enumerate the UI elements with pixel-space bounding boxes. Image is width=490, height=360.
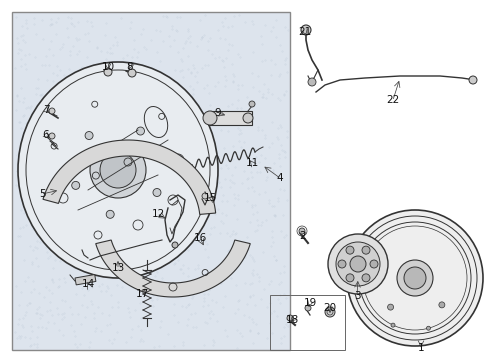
Circle shape: [346, 246, 354, 254]
Circle shape: [106, 210, 114, 218]
Polygon shape: [96, 240, 250, 297]
Text: 4: 4: [277, 173, 283, 183]
Circle shape: [376, 262, 382, 268]
Circle shape: [90, 142, 146, 198]
Circle shape: [203, 111, 217, 125]
Circle shape: [243, 113, 253, 123]
Circle shape: [469, 76, 477, 84]
Circle shape: [49, 108, 55, 114]
Text: 9: 9: [215, 108, 221, 118]
Text: 20: 20: [323, 303, 337, 313]
Circle shape: [85, 131, 93, 140]
Circle shape: [346, 274, 354, 282]
Circle shape: [287, 315, 293, 321]
Circle shape: [72, 181, 80, 189]
Circle shape: [249, 101, 255, 107]
Text: 1: 1: [417, 343, 424, 353]
Circle shape: [426, 326, 430, 330]
Circle shape: [404, 267, 426, 289]
Circle shape: [336, 242, 380, 286]
Text: 15: 15: [203, 193, 217, 203]
Circle shape: [328, 234, 388, 294]
Bar: [208, 111, 252, 125]
Bar: [75, 275, 96, 285]
Circle shape: [308, 78, 316, 86]
Circle shape: [388, 304, 393, 310]
Circle shape: [370, 260, 378, 268]
Circle shape: [350, 256, 366, 272]
Text: 18: 18: [285, 315, 298, 325]
Circle shape: [362, 274, 370, 282]
Text: 2: 2: [300, 231, 306, 241]
Circle shape: [100, 152, 136, 188]
Text: 21: 21: [298, 27, 312, 37]
Text: 22: 22: [387, 95, 400, 105]
Circle shape: [439, 302, 445, 308]
Text: 8: 8: [127, 62, 133, 72]
Text: 16: 16: [194, 233, 207, 243]
Circle shape: [299, 228, 305, 234]
Text: 13: 13: [111, 263, 124, 273]
Circle shape: [391, 323, 395, 327]
Circle shape: [305, 305, 311, 311]
Circle shape: [347, 210, 483, 346]
FancyBboxPatch shape: [12, 12, 290, 350]
Circle shape: [137, 127, 145, 135]
Text: 12: 12: [151, 209, 165, 219]
Circle shape: [301, 25, 311, 35]
Text: 7: 7: [43, 105, 49, 115]
Circle shape: [362, 246, 370, 254]
Circle shape: [202, 193, 208, 199]
Circle shape: [153, 189, 161, 197]
Circle shape: [397, 260, 433, 296]
Text: 3: 3: [354, 291, 360, 301]
Text: 17: 17: [135, 289, 148, 299]
Circle shape: [104, 68, 112, 76]
Circle shape: [172, 242, 178, 248]
Text: 11: 11: [245, 158, 259, 168]
Circle shape: [49, 133, 55, 139]
Circle shape: [338, 260, 346, 268]
Text: 6: 6: [43, 130, 49, 140]
Text: 14: 14: [81, 279, 95, 289]
Text: 10: 10: [101, 62, 115, 72]
Text: 19: 19: [303, 298, 317, 308]
Ellipse shape: [18, 62, 218, 278]
Text: 5: 5: [39, 189, 45, 199]
Circle shape: [325, 307, 335, 317]
Circle shape: [128, 69, 136, 77]
Polygon shape: [43, 140, 216, 215]
